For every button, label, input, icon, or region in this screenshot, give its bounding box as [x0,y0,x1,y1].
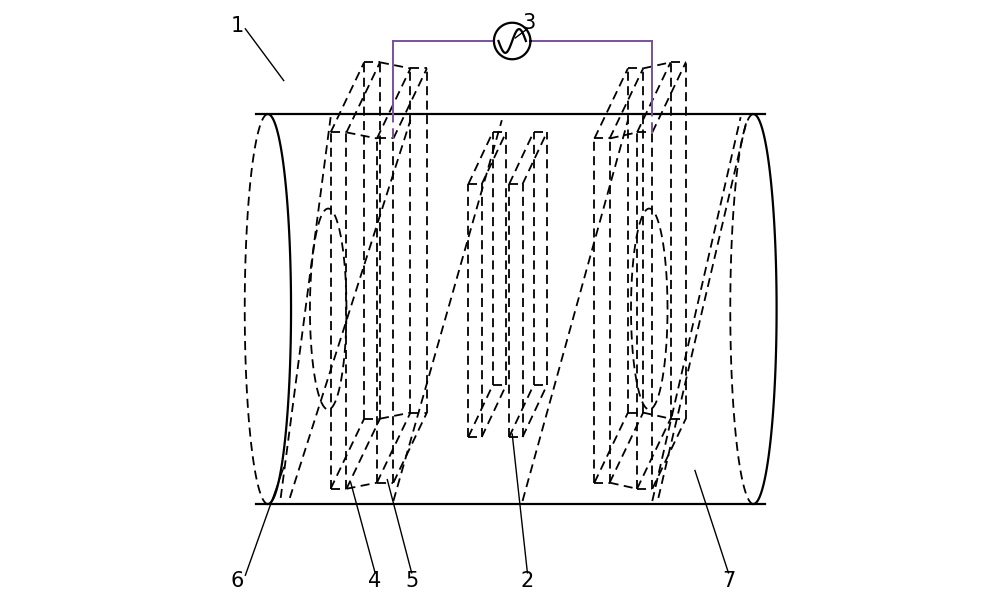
Text: 1: 1 [230,16,243,35]
Text: 7: 7 [722,572,735,591]
Text: 3: 3 [523,13,536,32]
Text: 6: 6 [230,572,244,591]
Text: 2: 2 [521,572,534,591]
Text: 4: 4 [368,572,382,591]
Text: 5: 5 [405,572,418,591]
